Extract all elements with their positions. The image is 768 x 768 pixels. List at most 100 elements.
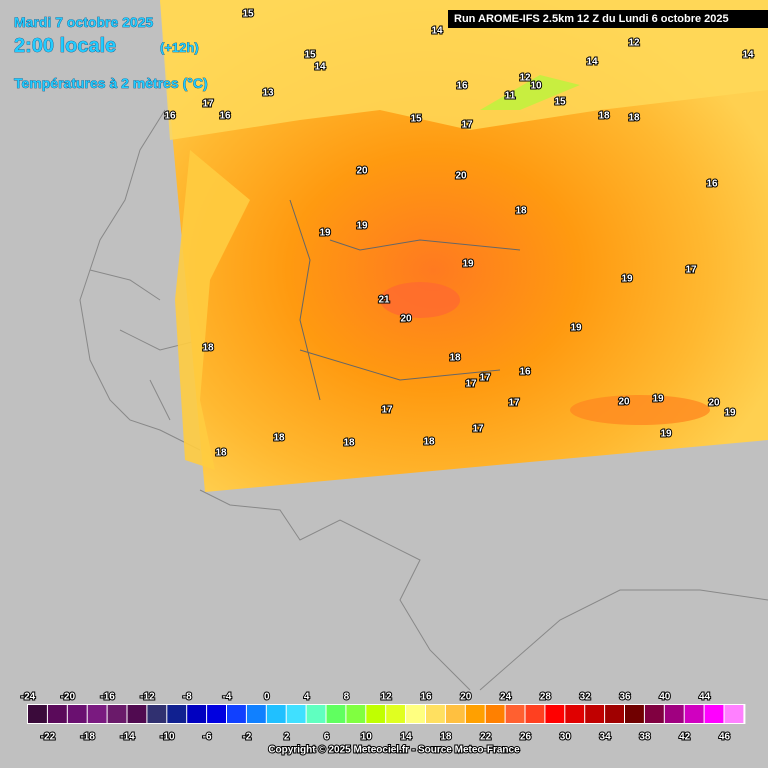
temperature-label: 19	[319, 228, 331, 239]
temperature-label: 19	[724, 408, 736, 419]
coast-band	[175, 150, 250, 470]
warm-south	[570, 395, 710, 425]
colorbar-label: 38	[639, 732, 651, 743]
colorbar-label: 4	[304, 692, 310, 703]
colorbar-swatch	[664, 705, 684, 723]
temperature-label: 14	[586, 57, 598, 68]
time: 2:00 locale	[14, 35, 116, 57]
temperature-label: 17	[479, 373, 491, 384]
colorbar-label: 2	[284, 732, 290, 743]
colorbar-label: 14	[401, 732, 413, 743]
temperature-label: 13	[262, 88, 274, 99]
temperature-label: 15	[304, 50, 316, 61]
colorbar-label: 10	[361, 732, 373, 743]
variable: Températures à 2 mètres (°C)	[14, 75, 208, 91]
colorbar-label: -10	[160, 732, 175, 743]
colorbar-label: -6	[203, 732, 212, 743]
temperature-label: 14	[431, 26, 443, 37]
colorbar-label: -4	[223, 692, 232, 703]
colorbar-swatch	[246, 705, 266, 723]
colorbar-swatch	[28, 705, 47, 723]
colorbar-swatch	[87, 705, 107, 723]
colorbar-label: -16	[100, 692, 115, 703]
colorbar-swatch	[406, 705, 425, 723]
colorbar-swatch	[724, 705, 744, 723]
colorbar-label: -22	[41, 732, 56, 743]
colorbar-swatch	[585, 705, 605, 723]
colorbar-label: -2	[242, 732, 251, 743]
temperature-label: 16	[519, 367, 531, 378]
colorbar-label: -14	[120, 732, 135, 743]
colorbar-swatch	[366, 705, 386, 723]
temperature-label: 15	[554, 97, 566, 108]
temperature-label: 18	[449, 353, 461, 364]
temperature-label: 19	[652, 394, 664, 405]
colorbar: -24-22-20-18-16-14-12-10-8-6-4-202468101…	[20, 691, 746, 744]
temperature-label: 18	[423, 437, 435, 448]
temperature-label: 18	[202, 343, 214, 354]
colorbar-swatch	[286, 705, 306, 723]
colorbar-swatch	[605, 705, 624, 723]
colorbar-swatch	[227, 705, 246, 723]
temperature-label: 17	[465, 379, 477, 390]
borders	[289, 199, 521, 401]
colorbar-swatch	[465, 705, 485, 723]
colorbar-label: 0	[264, 692, 270, 703]
temperature-label: 19	[621, 274, 633, 285]
colorbar-label: 12	[381, 692, 393, 703]
temperature-label: 18	[515, 206, 527, 217]
run-box	[448, 10, 768, 28]
colorbar-swatch	[207, 705, 226, 723]
colorbar-swatch	[426, 705, 445, 723]
colorbar-swatch	[565, 705, 585, 723]
temperature-label: 17	[202, 99, 214, 110]
run-info: Run AROME-IFS 2.5km 12 Z du Lundi 6 octo…	[454, 13, 729, 25]
temperature-label: 16	[164, 111, 176, 122]
colorbar-swatch	[545, 705, 565, 723]
temperature-label: 19	[660, 429, 672, 440]
colorbar-label: -8	[183, 692, 192, 703]
colorbar-label: -12	[140, 692, 155, 703]
temperature-label: 17	[461, 120, 473, 131]
colorbar-label: 30	[560, 732, 572, 743]
date: Mardi 7 octobre 2025	[14, 14, 153, 30]
colorbar-label: 40	[659, 692, 671, 703]
colorbar-swatch	[167, 705, 187, 723]
cold-peaks	[480, 75, 580, 110]
temperature-label: 20	[400, 314, 412, 325]
temperature-label: 17	[472, 424, 484, 435]
temperature-label: 16	[706, 179, 718, 190]
temperature-label: 16	[219, 111, 231, 122]
colorbar-swatch	[346, 705, 366, 723]
temperature-label: 18	[343, 438, 355, 449]
colorbar-swatch	[505, 705, 525, 723]
colorbar-label: 24	[500, 692, 512, 703]
temperature-label: 20	[455, 171, 467, 182]
colorbar-label: 46	[719, 732, 731, 743]
colorbar-label: 26	[520, 732, 532, 743]
colorbar-swatch	[326, 705, 346, 723]
colorbar-swatch	[187, 705, 207, 723]
temperature-label: 18	[598, 111, 610, 122]
temperature-label: 19	[462, 259, 474, 270]
coastline	[79, 109, 768, 691]
colorbar-label: 8	[344, 692, 350, 703]
colorbar-swatch	[525, 705, 545, 723]
colorbar-label: 6	[324, 732, 330, 743]
colorbar-label: 32	[580, 692, 592, 703]
temperature-label: 14	[314, 62, 326, 73]
colorbar-label: 36	[619, 692, 631, 703]
colorbar-swatch	[306, 705, 326, 723]
colorbar-swatch	[67, 705, 87, 723]
temperature-label: 17	[508, 398, 520, 409]
temperature-label: 15	[410, 114, 422, 125]
warm-core	[380, 282, 460, 318]
colorbar-swatch	[147, 705, 167, 723]
colorbar-label: 22	[480, 732, 492, 743]
temperature-label: 15	[242, 9, 254, 20]
colorbar-label: 18	[440, 732, 452, 743]
temperature-label: 20	[356, 166, 368, 177]
